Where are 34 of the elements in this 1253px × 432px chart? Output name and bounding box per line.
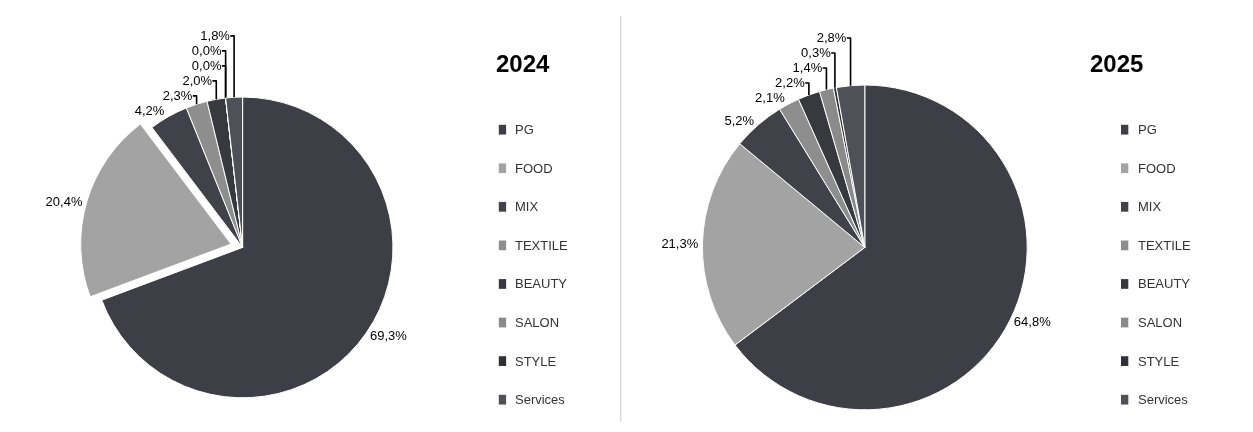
data-label: 2,1%	[755, 90, 786, 106]
data-label: 5,2%	[724, 113, 755, 129]
data-label: 0,3%	[801, 45, 832, 61]
text: 2024	[496, 50, 551, 77]
legend-label: STYLE	[1138, 354, 1180, 369]
text: 0,0%	[191, 58, 222, 74]
legend-label: Services	[515, 392, 566, 407]
data-label: 64,8%	[1013, 313, 1052, 329]
data-label: 20,4%	[45, 194, 83, 210]
legend-label: STYLE	[515, 354, 557, 369]
data-label: 1,8%	[200, 28, 231, 44]
legend-label: TEXTILE	[1138, 238, 1192, 253]
legend-label: PG	[515, 122, 534, 137]
data-label: 2,2%	[775, 75, 806, 91]
data-label: 2,3%	[162, 88, 193, 104]
data-label: 21,3%	[661, 236, 699, 252]
data-label: 4,2%	[134, 103, 165, 119]
data-label: 1,4%	[792, 60, 823, 76]
legend-label: SALON	[1138, 315, 1183, 330]
data-label: 69,3%	[369, 328, 408, 344]
text: 0,0%	[191, 43, 222, 59]
text: 2025	[1090, 50, 1144, 77]
legend-label: MIX	[1138, 199, 1162, 214]
legend-label: Services	[1138, 392, 1189, 407]
legend-label: SALON	[515, 315, 560, 330]
legend-label: PG	[1138, 122, 1157, 137]
legend-label: FOOD	[515, 161, 553, 176]
legend-label: MIX	[515, 199, 539, 214]
legend-label: FOOD	[1138, 161, 1176, 176]
data-label: 2,0%	[182, 73, 213, 89]
legend-label: BEAUTY	[515, 276, 568, 291]
legend-label: TEXTILE	[515, 238, 569, 253]
legend-label: BEAUTY	[1138, 276, 1191, 291]
data-label: 2,8%	[816, 30, 847, 46]
